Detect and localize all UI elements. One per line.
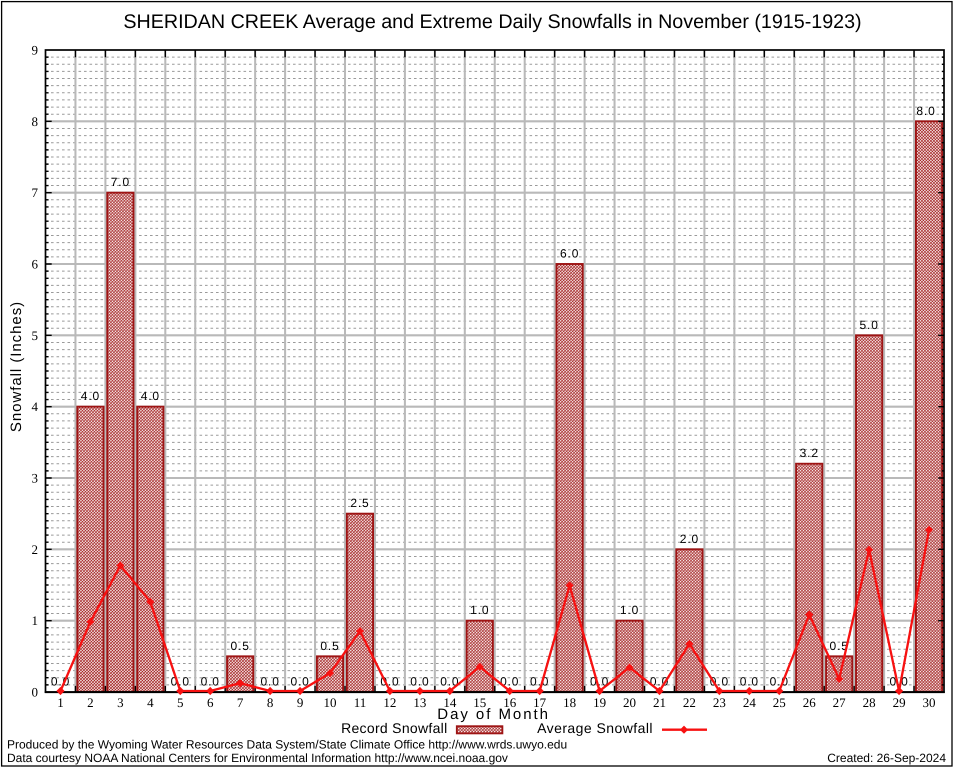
svg-text:5: 5 [32, 328, 39, 343]
svg-text:0.0: 0.0 [500, 675, 519, 689]
svg-text:22: 22 [683, 695, 696, 710]
svg-text:4: 4 [147, 695, 154, 710]
svg-text:0.0: 0.0 [410, 675, 429, 689]
svg-text:6: 6 [32, 257, 39, 272]
svg-text:7: 7 [32, 185, 39, 200]
svg-text:2: 2 [32, 542, 39, 557]
svg-text:1.0: 1.0 [620, 603, 639, 617]
svg-text:2.5: 2.5 [350, 496, 369, 510]
svg-text:20: 20 [623, 695, 636, 710]
svg-text:7: 7 [237, 695, 244, 710]
svg-text:25: 25 [773, 695, 786, 710]
svg-text:8.0: 8.0 [916, 104, 935, 118]
svg-text:7.0: 7.0 [111, 175, 130, 189]
svg-text:15: 15 [473, 695, 486, 710]
svg-text:4: 4 [32, 399, 39, 414]
svg-text:0.0: 0.0 [740, 675, 759, 689]
svg-text:9: 9 [297, 695, 304, 710]
svg-text:3: 3 [117, 695, 124, 710]
svg-text:0.0: 0.0 [171, 675, 190, 689]
svg-text:0.0: 0.0 [440, 675, 459, 689]
svg-text:Record Snowfall: Record Snowfall [341, 720, 447, 736]
svg-text:0.5: 0.5 [830, 639, 849, 653]
svg-text:24: 24 [743, 695, 757, 710]
svg-text:0.0: 0.0 [290, 675, 309, 689]
svg-text:2.0: 2.0 [680, 532, 699, 546]
svg-text:Snowfall (Inches): Snowfall (Inches) [8, 301, 25, 432]
svg-text:0.5: 0.5 [231, 639, 250, 653]
svg-text:30: 30 [923, 695, 936, 710]
svg-text:0.5: 0.5 [320, 639, 339, 653]
svg-text:1: 1 [32, 613, 39, 628]
svg-text:10: 10 [324, 695, 337, 710]
svg-text:16: 16 [503, 695, 517, 710]
svg-text:29: 29 [893, 695, 906, 710]
svg-text:23: 23 [713, 695, 726, 710]
svg-text:13: 13 [413, 695, 426, 710]
svg-text:Data courtesy NOAA National Ce: Data courtesy NOAA National Centers for … [7, 751, 508, 765]
svg-text:14: 14 [443, 695, 457, 710]
svg-text:0.0: 0.0 [590, 675, 609, 689]
svg-text:0: 0 [32, 685, 39, 700]
svg-text:5: 5 [177, 695, 184, 710]
svg-text:0.0: 0.0 [201, 675, 220, 689]
svg-text:6.0: 6.0 [560, 247, 579, 261]
svg-text:21: 21 [653, 695, 666, 710]
svg-text:0.0: 0.0 [261, 675, 280, 689]
svg-text:28: 28 [863, 695, 876, 710]
svg-text:27: 27 [833, 695, 847, 710]
svg-text:6: 6 [207, 695, 214, 710]
svg-text:11: 11 [354, 695, 367, 710]
svg-text:0.0: 0.0 [530, 675, 549, 689]
svg-text:9: 9 [32, 43, 39, 58]
svg-text:4.0: 4.0 [81, 389, 100, 403]
svg-text:12: 12 [383, 695, 396, 710]
svg-text:Average Snowfall: Average Snowfall [537, 720, 653, 736]
svg-text:8: 8 [267, 695, 274, 710]
svg-text:Created: 26-Sep-2024: Created: 26-Sep-2024 [827, 751, 946, 765]
svg-text:Day of Month: Day of Month [437, 706, 550, 723]
svg-text:Produced by the Wyoming Water: Produced by the Wyoming Water Resources … [7, 738, 567, 752]
svg-text:SHERIDAN CREEK Average and Ext: SHERIDAN CREEK Average and Extreme Daily… [123, 11, 861, 33]
svg-text:0.0: 0.0 [51, 675, 70, 689]
svg-text:2: 2 [87, 695, 94, 710]
svg-text:1.0: 1.0 [470, 603, 489, 617]
svg-text:18: 18 [563, 695, 576, 710]
svg-text:26: 26 [803, 695, 817, 710]
svg-text:0.0: 0.0 [380, 675, 399, 689]
svg-text:5.0: 5.0 [860, 318, 879, 332]
svg-text:0.0: 0.0 [889, 675, 908, 689]
svg-text:17: 17 [533, 695, 547, 710]
svg-text:8: 8 [32, 114, 39, 129]
svg-text:3.2: 3.2 [800, 446, 819, 460]
svg-text:19: 19 [593, 695, 606, 710]
svg-text:4.0: 4.0 [141, 389, 160, 403]
svg-text:1: 1 [57, 695, 64, 710]
svg-text:3: 3 [32, 471, 39, 486]
